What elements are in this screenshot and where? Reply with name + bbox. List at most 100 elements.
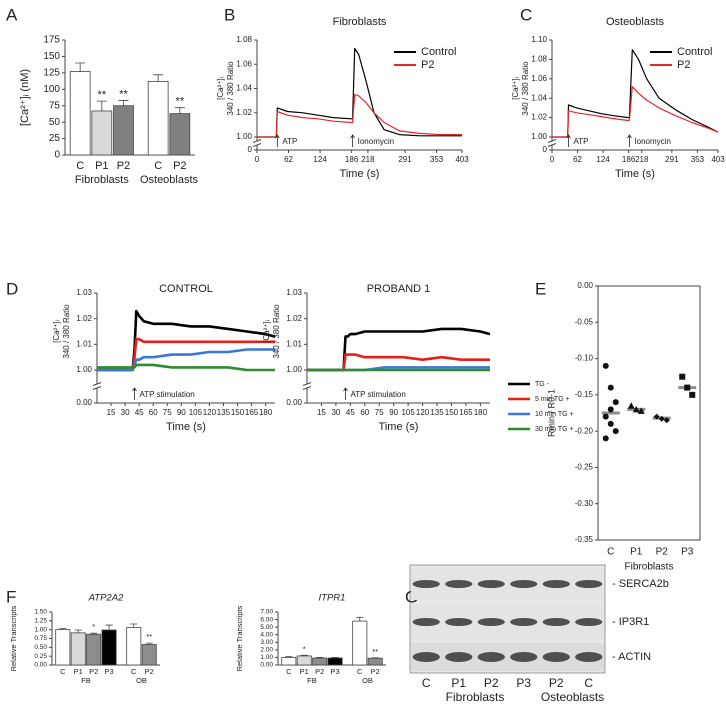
y-tick-label: -0.15: [575, 390, 594, 399]
chart-title: Fibroblasts: [333, 16, 387, 28]
bar: [296, 655, 312, 666]
bar: [327, 657, 343, 666]
y-tick-label: 1.00: [76, 365, 92, 374]
y-tick-label: 1.01: [76, 339, 92, 348]
x-tick-label: P3: [104, 667, 113, 676]
x-tick-label: C: [154, 160, 162, 172]
point: [607, 420, 614, 427]
y-tick-label: 3.00: [260, 639, 273, 646]
bar: [367, 657, 383, 666]
y-tick-label: 150: [43, 51, 60, 62]
y-tick-label: 0: [54, 150, 60, 161]
annotation-arrow: [566, 134, 571, 147]
x-tick-label: 45: [135, 408, 144, 417]
error-bar: [356, 616, 364, 622]
y-tick-label: 25: [49, 133, 61, 144]
y-tick-label: 6.00: [260, 616, 273, 623]
point: [679, 373, 686, 380]
blot-band: [510, 652, 538, 662]
x-tick-label: 30: [331, 408, 340, 417]
x-tick-label: 90: [389, 408, 398, 417]
y-tick-label: 0.75: [34, 635, 47, 642]
bar: [113, 105, 134, 156]
y-tick-label: 1.02: [236, 108, 252, 117]
axis-break: [547, 143, 557, 147]
y-tick-label: 1.08: [236, 35, 252, 44]
x-tick-label: 135: [217, 408, 231, 417]
x-tick-label: 62: [284, 155, 293, 164]
annotation: ATP: [573, 137, 588, 146]
y-tick-label: 4.00: [260, 631, 273, 638]
x-tick-label: 291: [665, 155, 679, 164]
axis-break: [547, 139, 557, 143]
blot-band: [477, 618, 505, 626]
x-tick-label: P2: [656, 547, 669, 558]
significance-label: *: [92, 622, 95, 631]
y-tick-label: 0.25: [34, 653, 47, 660]
y-tick-label: 1.06: [531, 74, 547, 83]
y-axis-label: [Ca²⁺]ᵢ: [511, 77, 520, 100]
blot-band: [412, 618, 440, 626]
blot-strip: [411, 568, 604, 600]
y-tick-label: 1.02: [531, 113, 547, 122]
error-bar: [105, 624, 113, 631]
x-tick-label: 105: [189, 408, 203, 417]
chart-title: ITPR1: [319, 593, 346, 604]
x-tick-label: 30: [121, 408, 130, 417]
bar: [141, 644, 157, 666]
point: [632, 405, 640, 413]
blot-band: [477, 652, 505, 662]
x-tick-label: 120: [416, 408, 430, 417]
group-label: Fibroblasts: [75, 174, 129, 186]
x-tick-label: 0: [550, 155, 555, 164]
y-tick-label: -0.05: [575, 317, 594, 326]
point: [684, 384, 691, 391]
error-bar: [300, 654, 308, 656]
bar: [70, 632, 86, 666]
y-tick-label: 50: [49, 117, 61, 128]
y-tick-label: 100: [43, 84, 60, 95]
series-line: [257, 94, 462, 138]
y-tick-label: 1.00: [286, 365, 302, 374]
x-tick-label: P2: [117, 160, 130, 172]
x-tick-label: P3: [681, 547, 694, 558]
lane-label: C: [584, 676, 593, 690]
y-tick-label: 0.50: [34, 644, 47, 651]
series-line: [552, 86, 719, 138]
blot-band: [445, 618, 473, 626]
y-tick-label: 75: [49, 100, 61, 111]
y-tick-label: 1.08: [531, 55, 547, 64]
error-bar: [174, 107, 185, 114]
point: [658, 415, 665, 422]
x-tick-label: P2: [145, 667, 154, 676]
group-label: Osteoblasts: [140, 174, 199, 186]
lane-label: P2: [484, 676, 499, 690]
y-axis-label: [Ca²⁺]ᵢ: [262, 320, 271, 343]
y-tick-label: 0.00: [286, 398, 302, 407]
x-tick-label: P1: [74, 667, 83, 676]
x-tick-label: 45: [346, 408, 355, 417]
x-tick-label: 60: [360, 408, 369, 417]
point: [602, 362, 609, 369]
point: [663, 417, 670, 424]
band-label: - SERCA2b: [612, 578, 669, 590]
y-tick-label: 1.25: [34, 618, 47, 625]
x-tick-label: P1: [95, 160, 108, 172]
annotation-arrow: [627, 134, 632, 147]
bar: [91, 110, 113, 156]
point: [602, 413, 609, 420]
axis-break: [252, 139, 262, 143]
x-tick-label: 62: [573, 155, 582, 164]
bar: [352, 620, 368, 666]
chart-title: ATP2A2: [88, 593, 124, 604]
y-tick-label: 0.00: [76, 398, 92, 407]
legend-label: 10 min TG +: [535, 411, 574, 418]
axis-break: [548, 141, 556, 146]
chart-title: CONTROL: [159, 283, 213, 295]
significance-label: *: [303, 644, 306, 653]
annotation-arrow: [132, 387, 137, 400]
legend-label: TG -: [535, 381, 550, 388]
x-tick-label: P2: [371, 667, 380, 676]
point: [602, 435, 609, 442]
point: [637, 407, 645, 414]
